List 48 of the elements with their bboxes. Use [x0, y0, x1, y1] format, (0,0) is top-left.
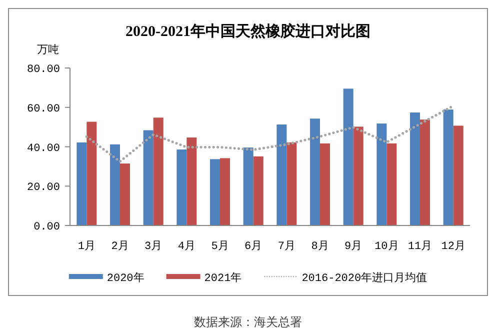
bar: [143, 130, 154, 226]
bar: [220, 158, 230, 226]
bar: [410, 112, 420, 226]
bar: [343, 88, 354, 226]
bar: [76, 142, 87, 226]
legend-label: 2021年: [204, 272, 242, 285]
x-tick-label: 6月: [244, 240, 262, 253]
bar: [453, 126, 464, 226]
x-tick-label: 4月: [178, 240, 196, 253]
bar: [286, 142, 297, 226]
x-tick-label: 2月: [111, 240, 129, 253]
y-tick-label: 20.00: [26, 182, 60, 194]
bar: [253, 156, 264, 226]
y-tick-label: 0.00: [34, 222, 60, 234]
y-axis-title: 万吨: [37, 43, 59, 56]
y-tick-label: 40.00: [26, 142, 60, 155]
bar: [353, 126, 364, 226]
bar: [386, 143, 397, 226]
legend-label: 2020年: [106, 272, 144, 285]
bar: [176, 150, 187, 226]
x-tick-label: 7月: [278, 240, 296, 253]
bar: [320, 143, 330, 226]
bar: [310, 118, 320, 226]
source-note: 数据来源：海关总署: [194, 315, 302, 329]
bar: [443, 110, 454, 226]
y-tick-label: 80.00: [26, 64, 60, 76]
bar: [276, 124, 287, 226]
bar: [243, 148, 254, 226]
x-tick-label: 8月: [311, 240, 329, 253]
bar: [376, 124, 387, 226]
bar: [210, 159, 220, 226]
y-tick-label: 60.00: [26, 103, 60, 116]
bar: [420, 120, 430, 226]
bar: [110, 144, 120, 226]
bar: [120, 163, 130, 226]
legend-label: 2016-2020年进口月均值: [302, 271, 428, 285]
line-series: [85, 104, 455, 163]
bar: [86, 122, 97, 226]
x-tick-label: 1月: [78, 240, 96, 253]
bar: [186, 137, 197, 226]
x-tick-label: 11月: [408, 240, 432, 253]
chart-title: 2020-2021年中国天然橡胶进口对比图: [126, 22, 370, 40]
x-tick-label: 10月: [374, 240, 399, 253]
bar: [153, 118, 164, 226]
x-tick-label: 12月: [441, 240, 466, 253]
x-tick-label: 5月: [211, 240, 229, 253]
x-tick-label: 3月: [144, 240, 162, 253]
x-tick-label: 9月: [344, 240, 362, 253]
